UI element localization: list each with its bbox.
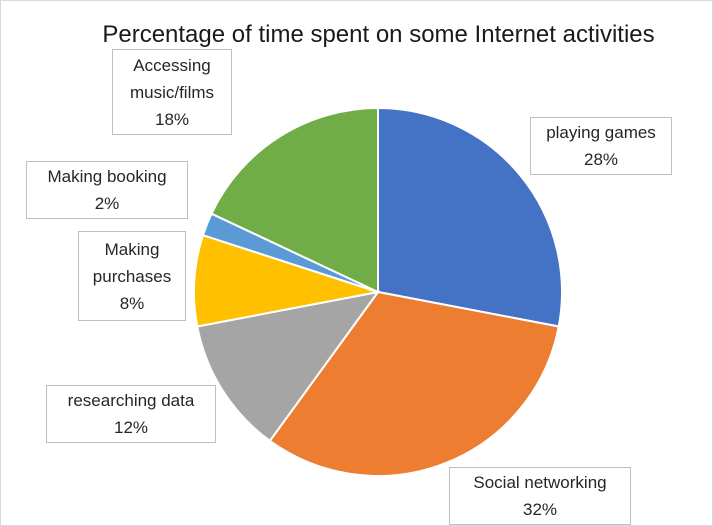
- pie-slice-playing-games: [377, 106, 563, 328]
- data-label-making-purchases: Making purchases 8%: [78, 231, 186, 321]
- data-label-category: playing games: [546, 123, 656, 142]
- data-label-value: 12%: [113, 418, 149, 437]
- data-label-researching-data: researching data 12%: [46, 385, 216, 443]
- data-label-category: purchases: [92, 266, 172, 286]
- pie-slice-making-purchases: [193, 233, 379, 328]
- data-label-value: 8%: [119, 293, 145, 313]
- data-label-category: researching data: [67, 391, 195, 410]
- pie-slice-researching-data: [196, 290, 381, 443]
- data-label-category: Making: [104, 239, 160, 259]
- data-label-category: music/films: [129, 82, 215, 102]
- data-label-category: Accessing: [133, 55, 211, 75]
- data-label-value: 32%: [522, 500, 558, 519]
- data-label-value: 28%: [583, 150, 619, 169]
- pie-slice-social-networking: [268, 290, 560, 477]
- pie-slice-accessing-music-films: [210, 106, 379, 294]
- data-label-value: 18%: [154, 109, 190, 129]
- data-label-value: 2%: [94, 194, 120, 213]
- data-label-social-networking: Social networking 32%: [449, 467, 631, 525]
- data-label-accessing-music-films: Accessing music/films 18%: [112, 49, 232, 135]
- data-label-playing-games: playing games 28%: [530, 117, 672, 175]
- data-label-category: Making booking: [47, 167, 167, 186]
- data-label-making-booking: Making booking 2%: [26, 161, 188, 219]
- data-label-category: Social networking: [473, 473, 607, 492]
- chart-title: Percentage of time spent on some Interne…: [102, 21, 655, 48]
